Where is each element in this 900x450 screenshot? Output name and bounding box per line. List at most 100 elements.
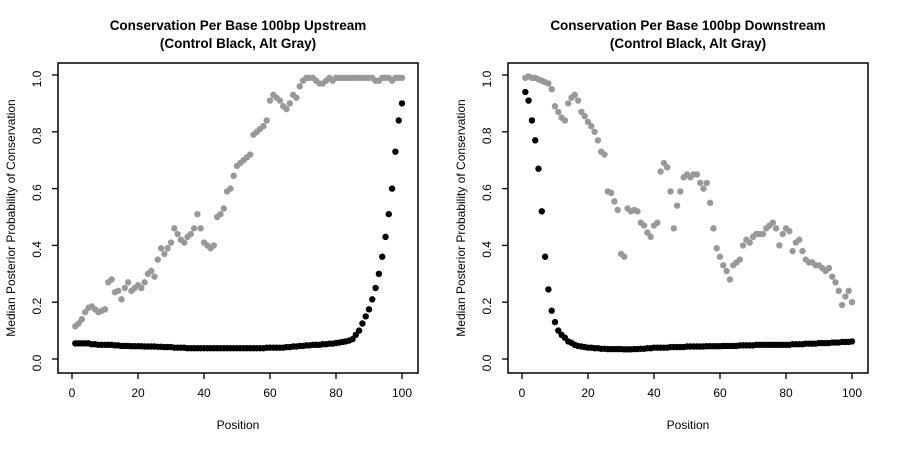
data-point-alt (545, 80, 552, 87)
data-point-alt (591, 128, 598, 135)
downstream-x-axis-label: Position (667, 418, 710, 432)
data-point-alt (789, 247, 796, 255)
data-point-alt (726, 276, 734, 283)
upstream-plot-box (57, 62, 419, 374)
y-axis-tick-label: 0.8 (30, 127, 44, 144)
data-point-alt (739, 242, 747, 249)
data-point-control (392, 148, 399, 155)
data-point-alt (78, 316, 86, 323)
data-point-alt (276, 97, 284, 104)
upstream-y-axis-label: Median Posterior Probability of Conserva… (4, 99, 18, 336)
data-point-alt (825, 264, 833, 272)
data-point-alt (759, 230, 767, 238)
data-point-alt (260, 122, 267, 130)
y-axis-tick-label: 0.2 (480, 298, 494, 315)
data-point-alt (154, 256, 161, 263)
data-point-alt (842, 293, 849, 300)
data-point-control (848, 338, 856, 345)
data-point-alt (845, 287, 852, 295)
data-point-alt (101, 306, 109, 313)
data-point-alt (703, 179, 710, 187)
x-axis-tick-label: 60 (713, 386, 727, 400)
data-point-control (532, 137, 539, 144)
data-point-alt (640, 222, 648, 229)
data-point-alt (611, 198, 618, 205)
data-point-alt (607, 189, 615, 197)
downstream-title: Conservation Per Base 100bp Downstream (550, 18, 825, 33)
data-point-alt (723, 267, 730, 275)
upstream-x-axis-label: Position (217, 418, 260, 432)
data-point-control (545, 286, 552, 293)
data-point-alt (227, 185, 234, 192)
data-point-alt (634, 208, 641, 215)
x-axis-tick-label: 0 (519, 386, 526, 400)
data-point-alt (565, 100, 572, 107)
upstream-chart: Conservation Per Base 100bp Upstream (Co… (4, 18, 419, 432)
y-axis-tick-label: 0.8 (480, 127, 494, 144)
data-point-alt (247, 151, 254, 158)
data-point-alt (296, 83, 303, 90)
upstream-title: Conservation Per Base 100bp Upstream (110, 18, 367, 33)
data-point-alt (647, 233, 654, 241)
data-point-alt (197, 225, 204, 232)
data-point-control (369, 296, 376, 303)
data-point-alt (283, 105, 290, 113)
x-axis-tick-label: 100 (392, 386, 412, 400)
data-point-alt (693, 171, 701, 178)
data-point-alt (796, 236, 803, 243)
x-axis-tick-label: 80 (779, 386, 793, 400)
data-point-control (525, 97, 532, 104)
data-point-alt (588, 122, 595, 130)
data-point-alt (746, 239, 753, 246)
data-point-control (365, 306, 373, 313)
data-point-control (398, 100, 406, 107)
data-point-alt (581, 112, 588, 120)
data-point-alt (848, 299, 856, 306)
data-point-alt (776, 242, 783, 249)
data-point-alt (561, 117, 569, 124)
data-point-alt (664, 164, 671, 171)
data-point-alt (720, 262, 727, 269)
data-point-control (541, 253, 549, 260)
x-axis-tick-label: 40 (647, 386, 661, 400)
y-axis-tick-label: 1.0 (480, 70, 494, 87)
data-point-alt (194, 210, 201, 218)
y-axis-tick-label: 0.6 (480, 184, 494, 201)
y-axis-tick-label: 0.4 (30, 241, 44, 258)
data-point-control (551, 318, 559, 326)
data-point-alt (673, 202, 681, 209)
data-point-alt (171, 225, 178, 232)
data-point-alt (164, 245, 171, 252)
data-point-alt (217, 210, 224, 218)
data-point-alt (769, 219, 776, 226)
data-point-alt (551, 103, 559, 110)
data-point-alt (713, 245, 720, 252)
data-point-alt (670, 225, 677, 232)
data-point-alt (266, 97, 274, 104)
x-axis-tick-label: 20 (581, 386, 595, 400)
data-point-alt (697, 179, 704, 187)
data-point-control (548, 307, 555, 314)
data-point-alt (555, 108, 562, 116)
data-point-control (375, 270, 383, 277)
x-axis-tick-label: 20 (131, 386, 145, 400)
downstream-plot-content: 0 20 40 60 80 100 0.0 0.2 0.4 0.6 0.8 1.0 (480, 70, 862, 400)
data-point-alt (614, 206, 621, 214)
data-point-control (395, 117, 402, 124)
upstream-plot-content: 0 20 40 60 80 100 0.0 0.2 0.4 0.6 0.8 1.0 (30, 70, 412, 400)
data-point-alt (286, 100, 293, 107)
data-point-alt (124, 279, 132, 286)
y-axis-tick-label: 0.0 (480, 354, 494, 371)
data-point-control (522, 88, 529, 96)
data-point-control (385, 210, 392, 218)
data-point-alt (398, 74, 406, 82)
x-axis-tick-label: 100 (842, 386, 862, 400)
data-point-alt (657, 168, 664, 175)
data-point-alt (548, 86, 555, 93)
data-point-alt (293, 94, 300, 101)
data-point-alt (174, 230, 181, 238)
y-axis-tick-label: 1.0 (30, 70, 44, 87)
downstream-plot-box (507, 62, 869, 374)
data-point-control (382, 233, 389, 241)
